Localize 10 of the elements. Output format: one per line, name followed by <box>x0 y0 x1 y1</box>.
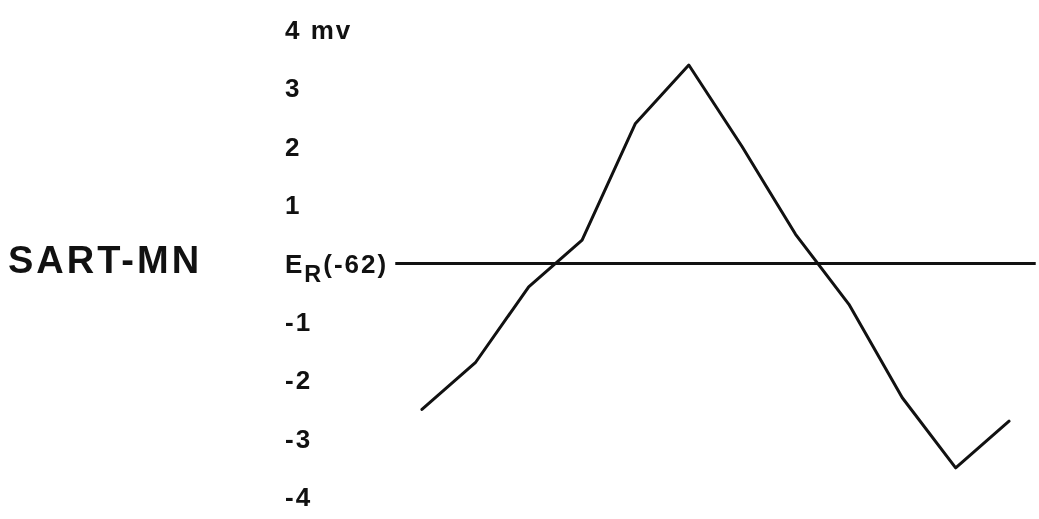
y-tick-label: 3 <box>285 73 302 104</box>
text: SART-MN <box>8 238 203 281</box>
y-tick-label: 4 mv <box>285 15 353 45</box>
y-tick-label: 1 <box>285 190 302 221</box>
y-tick-label: 2 <box>285 131 302 162</box>
y-tick-label: -1 <box>285 306 313 337</box>
ref-line-label: E$_{R}$(-62) <box>285 248 389 287</box>
y-tick-label: -4 <box>285 482 313 512</box>
y-tick-label: -2 <box>285 365 313 396</box>
y-tick-label: -3 <box>285 423 313 454</box>
